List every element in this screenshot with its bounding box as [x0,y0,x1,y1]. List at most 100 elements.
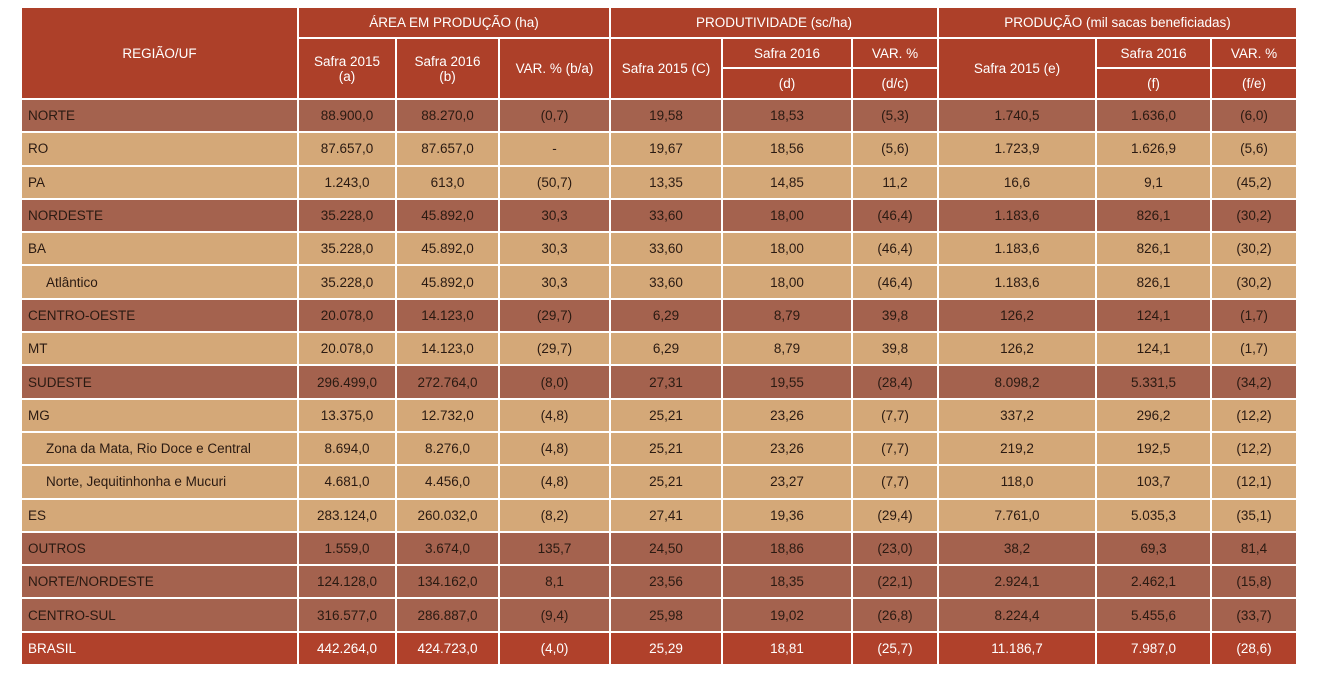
table-cell: 124,1 [1097,299,1210,332]
table-cell: (33,7) [1212,599,1296,631]
table-cell: 8.224,4 [939,599,1095,631]
table-row: MG 13.375,0 12.732,0 (4,8) 25,21 23,26 (7,7) 33… [22,399,1296,431]
table-cell: 14.123,0 [397,333,498,365]
table-cell: (29,7) [500,333,609,365]
table-row: SUDESTE 296.499,0 272.764,0 (8,0) 27,31 19,55… [22,366,1296,398]
table-cell: 19,55 [723,366,851,398]
table-cell: 6,29 [611,333,721,365]
table-cell: 1.740,5 [939,100,1095,132]
table-cell: (12,2) [1212,399,1296,431]
region-label: Zona da Mata, Rio Doce e Central [22,432,297,465]
table-cell: (9,4) [500,599,609,631]
table-cell: 14,85 [723,166,851,198]
table-cell: 13.375,0 [299,399,395,431]
table-cell: 87.657,0 [397,133,498,165]
table-cell: 18,00 [723,233,851,265]
table-cell: (4,8) [500,466,609,498]
table-cell: 1.243,0 [299,166,395,198]
table-row: BRASIL 442.264,0 424.723,0 (4,0) 25,29 18,81(… [22,632,1296,665]
region-label: SUDESTE [22,366,297,398]
table-cell: 12.732,0 [397,399,498,431]
table-cell: (28,4) [853,366,937,398]
table-cell: (28,6) [1212,632,1296,665]
area-group-header: ÁREA EM PRODUÇÃO (ha) [299,8,609,37]
table-cell: 18,86 [723,532,851,565]
table-cell: 33,60 [611,266,721,298]
region-label: PA [22,166,297,198]
table-cell: (25,7) [853,632,937,665]
table-cell: 69,3 [1097,532,1210,565]
table-cell: 19,36 [723,499,851,531]
table-cell: (30,2) [1212,233,1296,265]
table-cell: 134.162,0 [397,566,498,598]
table-cell: 11.186,7 [939,632,1095,665]
table-cell: 30,3 [500,233,609,265]
table-row: ES 283.124,0 260.032,0 (8,2) 27,41 19,36 (29,4… [22,499,1296,531]
table-cell: 18,00 [723,266,851,298]
table-cell: 19,58 [611,100,721,132]
table-cell: 1.626,9 [1097,133,1210,165]
table-cell: 27,31 [611,366,721,398]
table-cell: 118,0 [939,466,1095,498]
table-cell: (23,0) [853,532,937,565]
table-cell: (8,2) [500,499,609,531]
table-cell: (5,3) [853,100,937,132]
table-cell: (46,4) [853,266,937,298]
table-cell: (7,7) [853,466,937,498]
table-cell: 296.499,0 [299,366,395,398]
table-cell: (45,2) [1212,166,1296,198]
table-cell: 124,1 [1097,333,1210,365]
table-cell: (26,8) [853,599,937,631]
prod-2015-header: Safra 2015 (C) [611,39,721,98]
table-cell: (6,0) [1212,100,1296,132]
region-label: ES [22,499,297,531]
table-cell: 13,35 [611,166,721,198]
table-cell: 286.887,0 [397,599,498,631]
producao-var-header: VAR. % [1212,39,1296,67]
table-cell: 296,2 [1097,399,1210,431]
table-cell: 25,29 [611,632,721,665]
table-cell: 16,6 [939,166,1095,198]
table-cell: (5,6) [1212,133,1296,165]
table-cell: 2.924,1 [939,566,1095,598]
table-cell: 33,60 [611,199,721,232]
table-cell: 272.764,0 [397,366,498,398]
table-row: BA 35.228,0 45.892,0 30,3 33,60 18,00 (46,4) 1.… [22,233,1296,265]
table-cell: (8,0) [500,366,609,398]
prod-2016-header: Safra 2016 [723,39,851,67]
prod-var-header: VAR. % [853,39,937,67]
table-row: Zona da Mata, Rio Doce e Central 8.694,0 8… [22,432,1296,465]
area-2016-header: Safra 2016 (b) [397,39,498,98]
table-cell: 25,21 [611,399,721,431]
table-cell: 5.331,5 [1097,366,1210,398]
region-label: Norte, Jequitinhonha e Mucuri [22,466,297,498]
table-body: NORTE 88.900,0 88.270,0 (0,7) 19,58 18,53 (5,3… [22,100,1296,665]
table-cell: 1.183,6 [939,199,1095,232]
region-label: NORTE/NORDESTE [22,566,297,598]
table-row: PA 1.243,0 613,0 (50,7) 13,35 14,85 11,2 16,6 9,… [22,166,1296,198]
table-cell: 8.098,2 [939,366,1095,398]
table-cell: (34,2) [1212,366,1296,398]
table-cell: (4,0) [500,632,609,665]
producao-2016-sub-header: (f) [1097,69,1210,98]
table-cell: 87.657,0 [299,133,395,165]
region-label: MT [22,333,297,365]
table-cell: 39,8 [853,299,937,332]
table-cell: 11,2 [853,166,937,198]
table-row: MT 20.078,0 14.123,0 (29,7) 6,29 8,79 39,8 126,… [22,333,1296,365]
table-cell: 826,1 [1097,233,1210,265]
table-cell: 192,5 [1097,432,1210,465]
table-cell: 126,2 [939,333,1095,365]
table-cell: 316.577,0 [299,599,395,631]
table-cell: (1,7) [1212,333,1296,365]
region-label: BA [22,233,297,265]
table-cell: 5.455,6 [1097,599,1210,631]
table-cell: 81,4 [1212,532,1296,565]
table-cell: 4.456,0 [397,466,498,498]
table-cell: (7,7) [853,432,937,465]
table-cell: (29,4) [853,499,937,531]
table-cell: 18,53 [723,100,851,132]
table-cell: 260.032,0 [397,499,498,531]
table-cell: 124.128,0 [299,566,395,598]
table-cell: 337,2 [939,399,1095,431]
